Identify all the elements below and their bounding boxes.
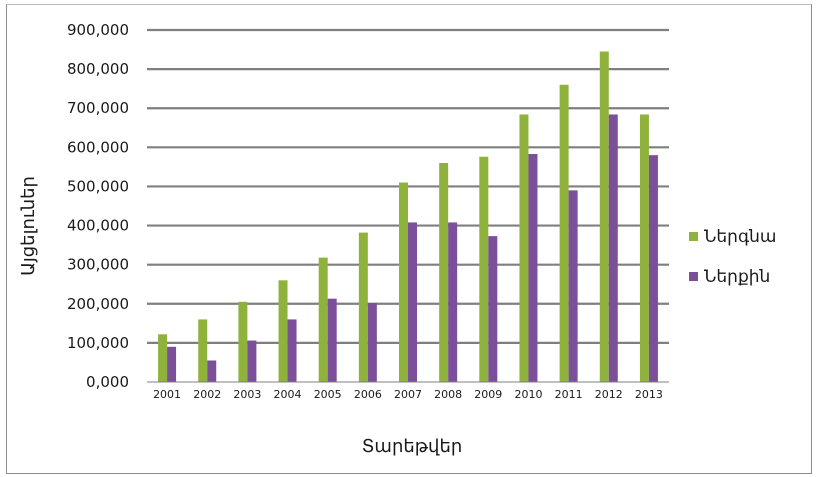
bar-domestic-2005 [327, 298, 337, 382]
x-tick-label: 2010 [514, 388, 542, 401]
x-tick-label: 2006 [354, 388, 382, 401]
legend: Ներգնա Ներքին [689, 227, 776, 287]
bar-domestic-2009 [488, 236, 498, 382]
y-tick-label: 600,000 [67, 138, 129, 156]
x-tick-label: 2004 [274, 388, 302, 401]
bar-domestic-2001 [167, 346, 177, 382]
x-axis-title: Տարեթվեր [362, 436, 463, 457]
bar-inbound-2009 [479, 156, 489, 382]
x-tick-label: 2002 [193, 388, 221, 401]
y-tick-label: 400,000 [67, 217, 129, 235]
bar-inbound-2008 [439, 162, 449, 382]
bar-domestic-2011 [568, 190, 578, 382]
bar-domestic-2002 [207, 360, 217, 382]
bar-domestic-2007 [408, 222, 417, 382]
x-tick-label: 2011 [555, 388, 583, 401]
bars [158, 51, 658, 383]
y-tick-label: 0,000 [86, 373, 129, 391]
y-tick-label: 300,000 [67, 256, 129, 274]
x-tick-label: 2013 [635, 388, 663, 401]
x-tick-label: 2009 [474, 388, 502, 401]
legend-swatch [689, 232, 698, 241]
legend-swatch [689, 272, 698, 281]
x-tick-labels: 2001 2002 2003 2004 2005 2006 2007 2008 2009 2010… [153, 388, 663, 401]
y-tick-label: 900,000 [67, 21, 129, 39]
bar-domestic-2004 [287, 319, 297, 382]
y-tick-label: 700,000 [67, 99, 129, 117]
y-tick-label: 100,000 [67, 334, 129, 352]
x-tick-label: 2012 [595, 388, 623, 401]
bar-domestic-2008 [448, 222, 458, 382]
x-tick-label: 2005 [314, 388, 342, 401]
bar-inbound-2002 [198, 319, 208, 382]
gridlines [147, 28, 669, 344]
y-tick-labels: 0,000 100,000 200,000 300,000 400,000 500,000… [67, 21, 129, 391]
bar-domestic-2003 [247, 340, 257, 382]
y-tick-label: 500,000 [67, 177, 129, 195]
bar-inbound-2011 [559, 84, 569, 382]
y-tick-label: 800,000 [67, 60, 129, 78]
x-tick-label: 2003 [233, 388, 261, 401]
x-tick-label: 2001 [153, 388, 181, 401]
x-tick-label: 2007 [394, 388, 422, 401]
bar-inbound-2003 [238, 301, 248, 382]
y-tick-label: 200,000 [67, 295, 129, 313]
bar-inbound-2012 [599, 51, 609, 383]
bar-domestic-2013 [648, 155, 658, 382]
legend-label: Ներքին [704, 267, 770, 287]
legend-label: Ներգնա [704, 227, 776, 247]
bar-inbound-2006 [358, 232, 368, 382]
x-tick-label: 2008 [434, 388, 462, 401]
bar-inbound-2007 [399, 182, 408, 382]
bar-domestic-2006 [367, 302, 377, 382]
bar-inbound-2004 [278, 280, 288, 382]
bar-domestic-2010 [528, 153, 538, 382]
bar-inbound-2001 [158, 334, 168, 382]
bar-inbound-2013 [639, 114, 649, 382]
bar-domestic-2012 [608, 114, 618, 382]
bar-inbound-2005 [318, 257, 328, 382]
y-axis-title: Այցելուներ [18, 176, 39, 276]
bar-inbound-2010 [519, 114, 529, 382]
